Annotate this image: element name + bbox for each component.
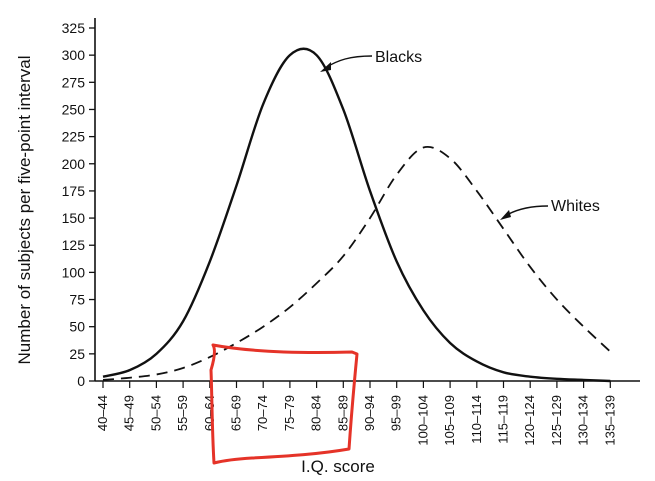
x-tick-label: 50–54 bbox=[148, 395, 163, 431]
x-tick-label: 65–69 bbox=[229, 395, 244, 431]
blacks-annotation-arrowhead bbox=[320, 62, 331, 72]
x-tick-label: 80–84 bbox=[309, 395, 324, 431]
y-axis-ticks: 0 25 50 75 100 125 150 175 200 225 250 275 300 325 bbox=[62, 20, 95, 389]
y-tick-label: 100 bbox=[62, 264, 86, 280]
y-tick-label: 50 bbox=[69, 319, 85, 335]
y-tick-label: 250 bbox=[62, 101, 86, 117]
y-tick-label: 200 bbox=[62, 156, 86, 172]
y-tick-label: 175 bbox=[62, 183, 86, 199]
x-tick-label: 40–44 bbox=[95, 395, 110, 431]
x-tick-label: 85–89 bbox=[335, 395, 350, 431]
blacks-annotation: Blacks bbox=[320, 49, 422, 72]
whites-annotation-label: Whites bbox=[551, 198, 600, 215]
blacks-annotation-arrow bbox=[324, 55, 373, 69]
y-tick-label: 300 bbox=[62, 47, 86, 63]
x-tick-label: 115–119 bbox=[496, 395, 511, 444]
y-tick-label: 150 bbox=[62, 210, 86, 226]
x-tick-label: 135–139 bbox=[602, 395, 617, 446]
y-tick-label: 125 bbox=[62, 237, 86, 253]
x-tick-label: 105–109 bbox=[442, 395, 457, 446]
y-tick-label: 275 bbox=[62, 74, 86, 90]
x-axis-ticks: 40–44 45–49 50–54 55–59 60–64 65–69 70–74 75–79… bbox=[95, 381, 617, 446]
y-tick-label: 0 bbox=[77, 373, 85, 389]
y-tick-label: 325 bbox=[62, 20, 86, 36]
x-tick-label: 60–64 bbox=[202, 395, 217, 431]
x-tick-label: 120–124 bbox=[522, 395, 537, 446]
whites-annotation-arrowhead bbox=[500, 210, 511, 220]
x-tick-label: 90–94 bbox=[362, 395, 377, 431]
x-tick-label: 95–99 bbox=[389, 395, 404, 431]
whites-annotation: Whites bbox=[500, 198, 600, 220]
series-line-blacks bbox=[102, 47, 611, 383]
x-tick-label: 125–129 bbox=[549, 395, 564, 446]
x-tick-label: 100–104 bbox=[415, 395, 430, 446]
x-tick-label: 110–114 bbox=[469, 395, 484, 444]
x-tick-label: 70–74 bbox=[255, 395, 270, 431]
blacks-annotation-label: Blacks bbox=[375, 49, 422, 66]
series-line-whites bbox=[102, 145, 611, 381]
x-tick-label: 75–79 bbox=[282, 395, 297, 431]
red-hand-drawn-highlight-box bbox=[209, 343, 359, 465]
x-tick-label: 45–49 bbox=[122, 395, 137, 431]
y-axis-title: Number of subjects per five-point interv… bbox=[15, 56, 34, 365]
whites-annotation-arrow bbox=[504, 205, 549, 217]
y-tick-label: 25 bbox=[69, 346, 85, 362]
x-tick-label: 55–59 bbox=[175, 395, 190, 431]
y-tick-label: 75 bbox=[69, 292, 85, 308]
axes bbox=[94, 18, 640, 382]
series-layer bbox=[102, 47, 611, 383]
y-tick-label: 225 bbox=[62, 129, 86, 145]
x-tick-label: 130–134 bbox=[576, 395, 591, 446]
x-axis-title: I.Q. score bbox=[301, 457, 375, 476]
